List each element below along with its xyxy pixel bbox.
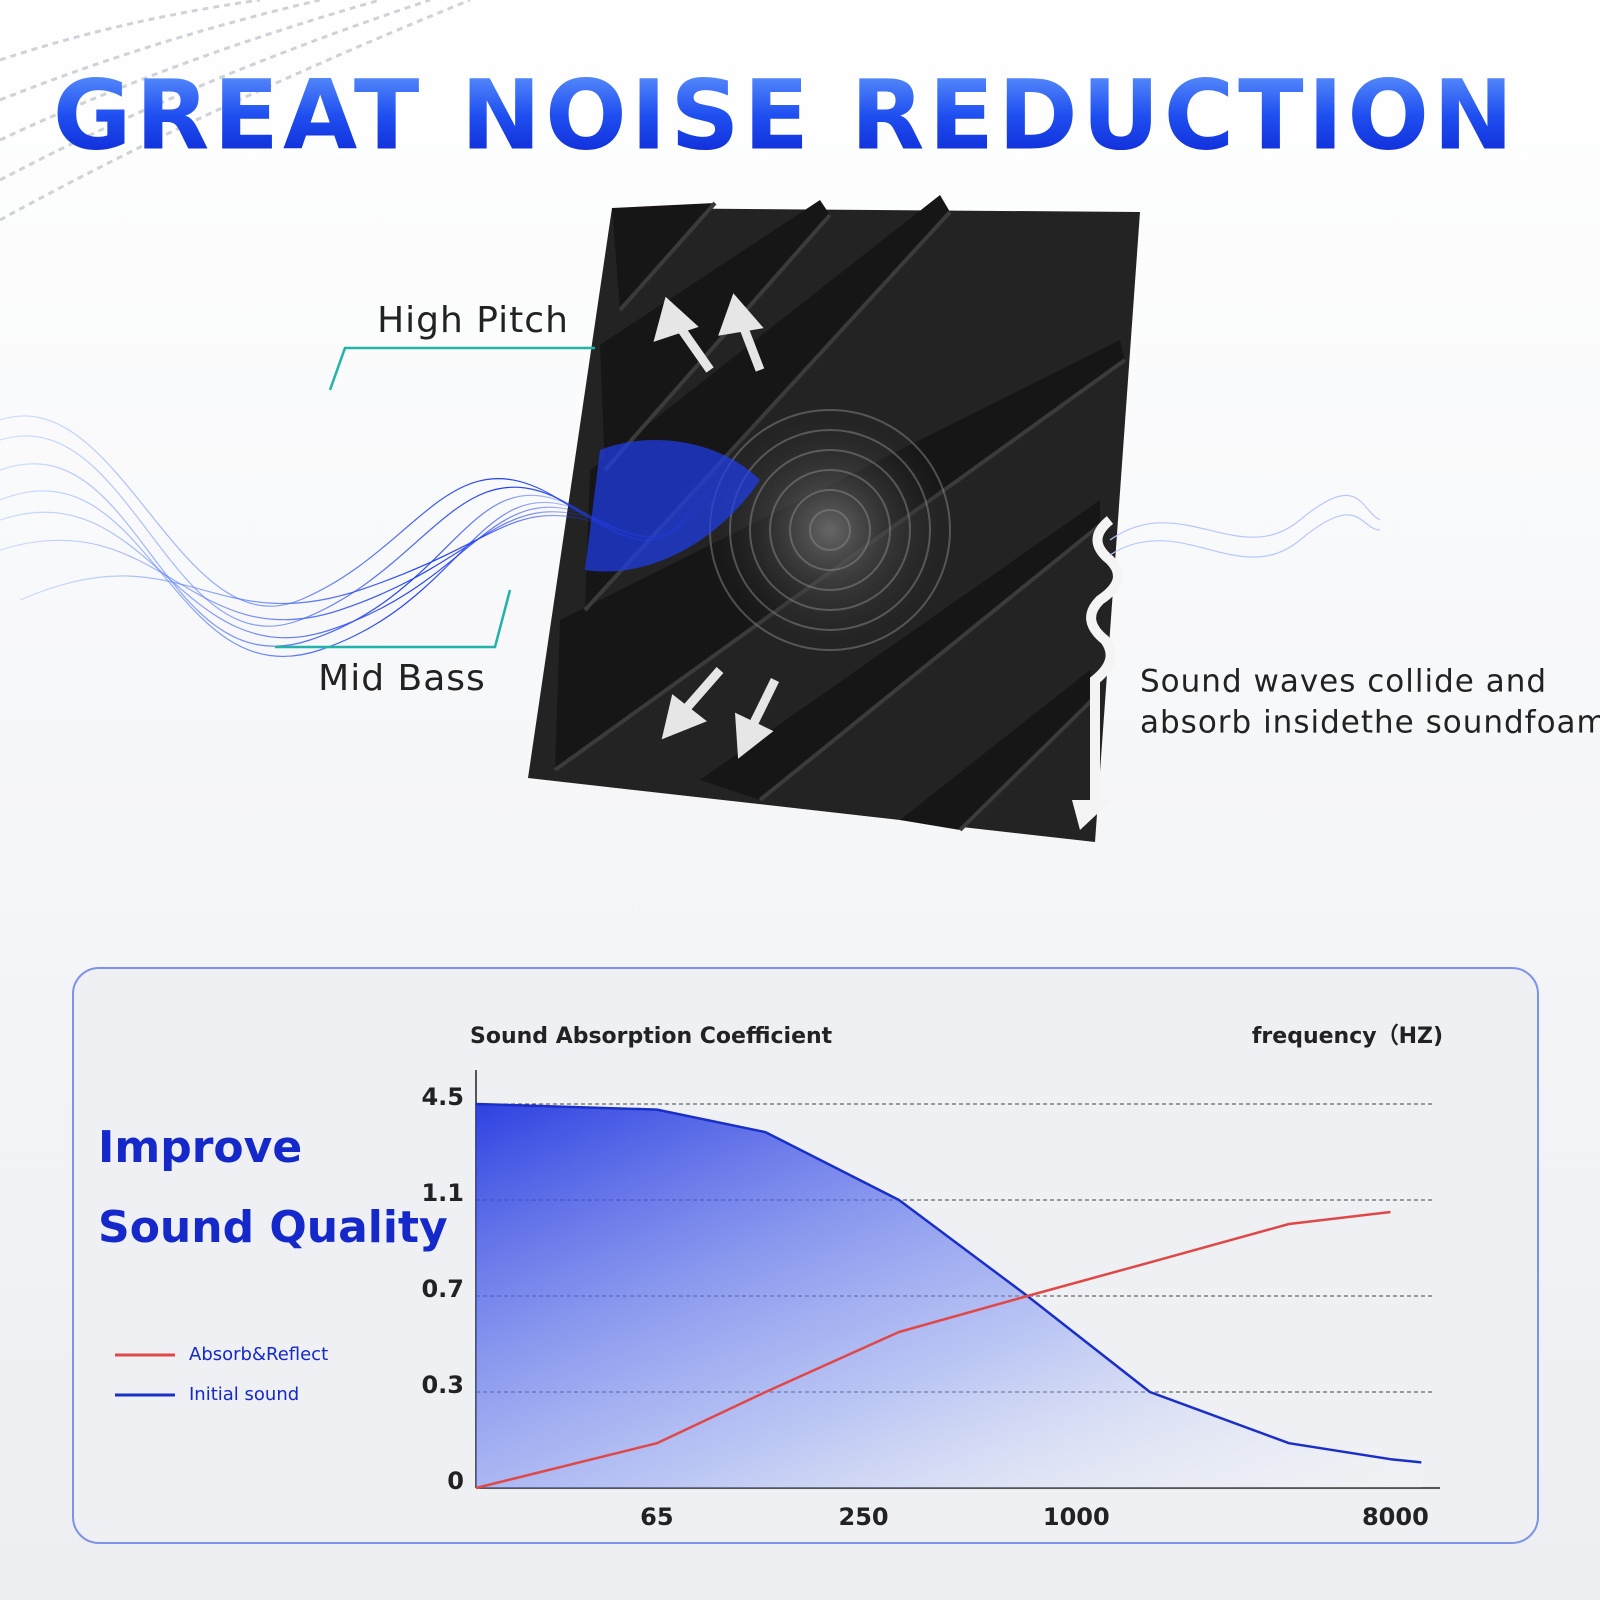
y-tick-label: 1.1 [421, 1179, 464, 1207]
x-tick-label: 8000 [1362, 1503, 1429, 1531]
leader-line [275, 589, 512, 649]
x-tick-label: 1000 [1043, 1503, 1110, 1531]
leader-line [328, 346, 595, 391]
x-tick-label: 250 [839, 1503, 889, 1531]
y-tick-label: 0 [447, 1467, 464, 1495]
absorb-note: Sound waves collide and [1140, 664, 1547, 700]
chart: 0 0.3 0.7 1.1 4.5 65 250 1000 8000 Absorb&Reflect… [115, 1070, 1440, 1531]
x-axis-label: frequency（HZ) [1252, 1024, 1443, 1049]
legend-label: Initial sound [189, 1384, 299, 1405]
absorb-note: absorb insidethe soundfoam. [1140, 705, 1600, 741]
y-tick-label: 0.3 [421, 1371, 464, 1399]
line [475, 1210, 1391, 1490]
label-mid-bass: Mid Bass [318, 658, 486, 699]
y-axis-label: Sound Absorption Coefficient [470, 1024, 833, 1049]
title: GREAT NOISE REDUCTION [53, 59, 1518, 171]
legend-label: Absorb&Reflect [189, 1344, 328, 1365]
area [476, 1104, 1422, 1488]
headline: Sound Quality [98, 1202, 448, 1253]
label-high-pitch: High Pitch [377, 300, 569, 341]
wave-core [585, 440, 760, 572]
y-tick-label: 0.7 [421, 1275, 464, 1303]
corner-decoration [0, 0, 471, 222]
headline: Improve [98, 1122, 302, 1173]
x-tick-label: 65 [640, 1503, 673, 1531]
y-tick-label: 4.5 [421, 1083, 464, 1111]
